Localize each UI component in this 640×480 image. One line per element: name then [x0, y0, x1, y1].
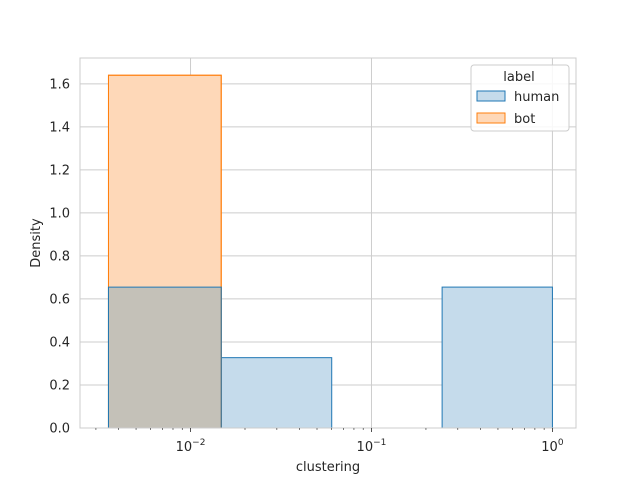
tick-labels: 0.0 0.2 0.4 0.6 0.8 1.0 1.2 1.4 1.6 10−2 10−1 100 — [49, 77, 564, 455]
y-tick-label-2: 0.4 — [49, 335, 70, 350]
x-tick-label-0: 10−2 — [176, 438, 206, 455]
legend-swatch-human — [476, 90, 506, 102]
y-tick-label-4: 0.8 — [49, 249, 70, 264]
legend-entry-bot: bot — [514, 112, 535, 127]
bar-edge-bot — [107, 74, 222, 428]
y-tick-label-8: 1.6 — [49, 77, 70, 92]
x-axis-label: clustering — [296, 460, 360, 475]
y-tick-label-6: 1.2 — [49, 163, 70, 178]
legend: label human bot — [470, 64, 570, 132]
bar-human-3 — [441, 286, 553, 429]
y-tick-label-7: 1.4 — [49, 120, 70, 135]
legend-title: label — [503, 70, 534, 85]
legend-entry-human: human — [514, 90, 559, 105]
axes-frame — [79, 57, 577, 429]
x-tick-label-2: 100 — [541, 438, 564, 455]
legend-swatch-bot — [476, 112, 506, 124]
y-tick-label-5: 1.0 — [49, 206, 70, 221]
y-tick-label-1: 0.2 — [49, 378, 70, 393]
bar-overlap — [108, 287, 222, 428]
y-tick-label-0: 0.0 — [49, 422, 70, 437]
y-axis-label: Density — [29, 218, 44, 268]
bar-edge-human — [107, 286, 222, 428]
axes-spine — [79, 57, 577, 429]
histogram-bars — [107, 74, 553, 429]
y-tick-label-3: 0.6 — [49, 292, 70, 307]
bar-human-1 — [220, 357, 333, 429]
x-tick-label-1: 10−1 — [357, 438, 387, 455]
